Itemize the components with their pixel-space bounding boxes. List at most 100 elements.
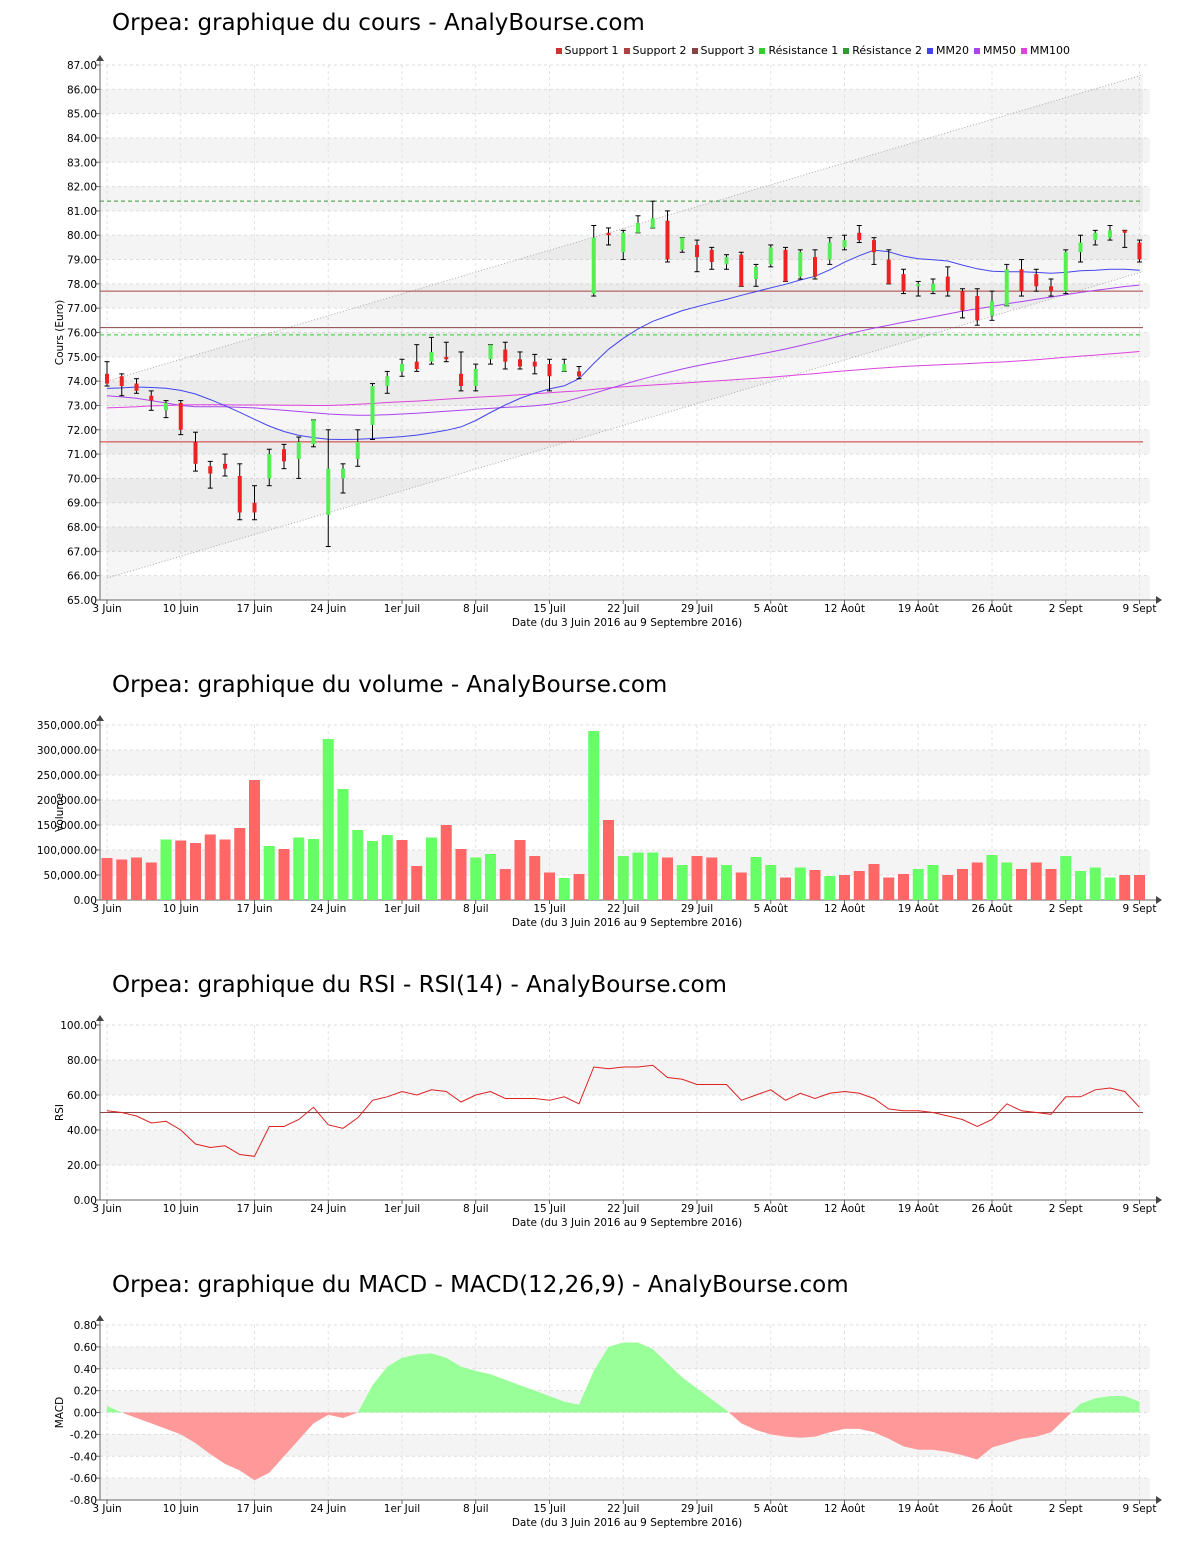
candle — [547, 358, 552, 392]
volume-bar — [160, 839, 172, 900]
volume-bar — [1134, 875, 1145, 900]
volume-bar — [204, 834, 216, 900]
volume-chart: 0.00 50,000.00 100,000.00 150,000.00 200,000… — [37, 715, 1162, 929]
volume-y-tick-label: 350,000.00 — [37, 720, 97, 732]
candle-body — [178, 403, 183, 430]
candle-body — [282, 449, 286, 462]
candle-body — [709, 249, 714, 262]
price-y-tick-label: 84.00 — [67, 133, 97, 145]
volume-y-tick-label: 250,000.00 — [37, 770, 97, 782]
price-y-tick-label: 73.00 — [67, 400, 97, 412]
macd-x-axis-arrow — [1156, 1496, 1162, 1504]
trend-channel-upper-line — [106, 74, 1144, 382]
candle-body — [444, 356, 449, 360]
candle-body — [1078, 242, 1083, 253]
candle-body — [650, 218, 655, 228]
volume-y-tick-label: 0.00 — [74, 895, 97, 907]
rsi-x-tick-label: 19 Août — [898, 1203, 939, 1215]
candle-body — [931, 283, 935, 292]
candle — [222, 453, 228, 477]
candle — [901, 268, 906, 295]
candle — [620, 229, 626, 261]
legend-label: MM20 — [936, 44, 970, 57]
candle-body — [252, 502, 257, 513]
candle-body — [149, 395, 154, 401]
volume-bar — [1001, 862, 1013, 900]
macd-chart-title: Orpea: graphique du MACD - MACD(12,26,9)… — [112, 1272, 849, 1298]
candle-body — [459, 373, 463, 386]
macd-x-tick-label: 1er Juil — [384, 1503, 420, 1515]
macd-y-tick-label: 0.60 — [74, 1342, 97, 1354]
candle-body — [724, 257, 729, 265]
candle — [591, 225, 597, 297]
candle — [488, 344, 493, 365]
price-x-axis-label: Date (du 3 Juin 2016 au 9 Septembre 2016… — [512, 617, 742, 629]
rsi-x-tick-label: 24 Juin — [310, 1203, 346, 1215]
macd-y-tick-label: 0.40 — [74, 1364, 97, 1376]
volume-x-tick-label: 10 Juin — [163, 903, 199, 915]
volume-bar — [1045, 869, 1057, 900]
candle — [1063, 249, 1069, 295]
volume-bar — [912, 869, 924, 900]
candle-body — [621, 232, 626, 253]
volume-grid-band — [100, 800, 1150, 825]
candle — [797, 249, 803, 280]
volume-bar — [647, 852, 659, 900]
rsi-y-axis-arrow — [96, 1015, 104, 1021]
candle — [104, 361, 110, 387]
price-y-tick-label: 79.00 — [67, 255, 97, 267]
volume-bar — [544, 872, 555, 900]
volume-bar — [411, 866, 423, 900]
volume-x-tick-label: 5 Août — [754, 903, 788, 915]
rsi-x-tick-label: 3 Juin — [92, 1203, 121, 1215]
volume-bar — [632, 852, 644, 900]
price-chart-title: Orpea: graphique du cours - AnalyBourse.… — [112, 10, 645, 36]
legend-swatch — [759, 48, 766, 54]
volume-chart-title: Orpea: graphique du volume - AnalyBourse… — [112, 672, 668, 698]
legend-item: MM20 — [927, 44, 969, 57]
candle — [753, 263, 759, 287]
volume-bar — [499, 869, 511, 900]
volume-bar — [942, 875, 954, 900]
legend-label: Résistance 2 — [852, 44, 923, 57]
price-y-tick-label: 86.00 — [67, 84, 97, 96]
volume-bar — [750, 857, 762, 900]
volume-bar — [765, 865, 777, 900]
macd-y-axis-arrow — [96, 1315, 104, 1321]
legend-item: Support 2 — [623, 44, 687, 57]
price-y-tick-label: 68.00 — [67, 522, 97, 534]
candle — [915, 280, 921, 297]
volume-x-tick-label: 8 Juil — [463, 903, 489, 915]
volume-bar — [116, 859, 128, 900]
candle — [1048, 278, 1054, 297]
price-y-tick-label: 70.00 — [67, 473, 97, 485]
rsi-x-tick-label: 12 Août — [824, 1203, 865, 1215]
candle-body — [1034, 274, 1039, 287]
macd-x-tick-label: 17 Juin — [236, 1503, 272, 1515]
candle-body — [990, 300, 994, 316]
volume-x-tick-label: 29 Juil — [681, 903, 713, 915]
volume-bar — [514, 840, 526, 900]
mm20-line — [106, 249, 1140, 441]
candle — [856, 225, 862, 244]
volume-x-tick-label: 3 Juin — [92, 903, 121, 915]
candle-body — [1063, 252, 1068, 292]
candle — [842, 234, 847, 251]
volume-bar — [617, 856, 629, 900]
candle — [207, 460, 213, 489]
volume-y-tick-label: 100,000.00 — [37, 845, 97, 857]
candle-body — [1137, 242, 1142, 260]
price-y-axis-label: Cours (Euro) — [54, 300, 66, 366]
volume-bar — [1089, 867, 1101, 900]
legend-item: Résistance 1 — [759, 44, 838, 57]
candle-body — [665, 220, 670, 260]
candle — [1092, 229, 1098, 246]
candle — [1004, 263, 1010, 307]
legend-label: Support 3 — [700, 44, 755, 57]
volume-x-tick-label: 24 Juin — [310, 903, 346, 915]
legend-item: Support 1 — [555, 44, 619, 57]
price-grid-band — [100, 186, 1150, 211]
macd-x-tick-label: 2 Sept — [1049, 1503, 1083, 1515]
rsi-y-tick-label: 80.00 — [67, 1055, 97, 1067]
macd-grid-band — [100, 1478, 1150, 1500]
